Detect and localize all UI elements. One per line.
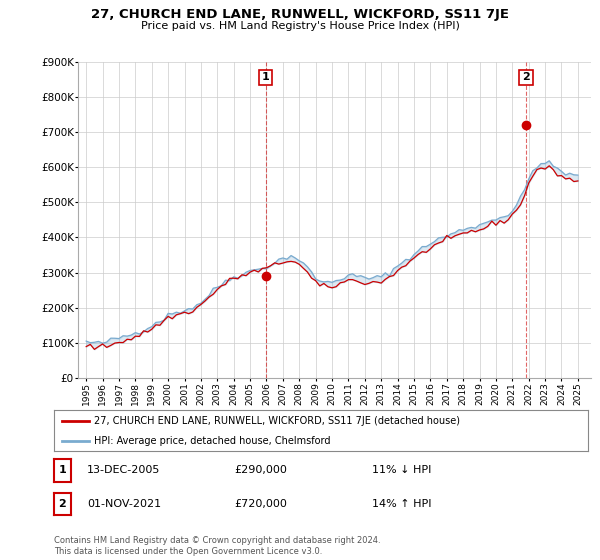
Text: £290,000: £290,000 bbox=[234, 465, 287, 475]
Text: 2: 2 bbox=[522, 72, 530, 82]
Text: 14% ↑ HPI: 14% ↑ HPI bbox=[372, 499, 431, 509]
Text: 27, CHURCH END LANE, RUNWELL, WICKFORD, SS11 7JE: 27, CHURCH END LANE, RUNWELL, WICKFORD, … bbox=[91, 8, 509, 21]
Text: 1: 1 bbox=[59, 465, 66, 475]
Text: 11% ↓ HPI: 11% ↓ HPI bbox=[372, 465, 431, 475]
Text: 01-NOV-2021: 01-NOV-2021 bbox=[87, 499, 161, 509]
Text: 1: 1 bbox=[262, 72, 269, 82]
Text: 27, CHURCH END LANE, RUNWELL, WICKFORD, SS11 7JE (detached house): 27, CHURCH END LANE, RUNWELL, WICKFORD, … bbox=[94, 416, 460, 426]
Text: Price paid vs. HM Land Registry's House Price Index (HPI): Price paid vs. HM Land Registry's House … bbox=[140, 21, 460, 31]
Text: 2: 2 bbox=[59, 499, 66, 509]
Text: £720,000: £720,000 bbox=[234, 499, 287, 509]
Text: 13-DEC-2005: 13-DEC-2005 bbox=[87, 465, 160, 475]
Text: HPI: Average price, detached house, Chelmsford: HPI: Average price, detached house, Chel… bbox=[94, 436, 331, 446]
Text: Contains HM Land Registry data © Crown copyright and database right 2024.
This d: Contains HM Land Registry data © Crown c… bbox=[54, 536, 380, 556]
